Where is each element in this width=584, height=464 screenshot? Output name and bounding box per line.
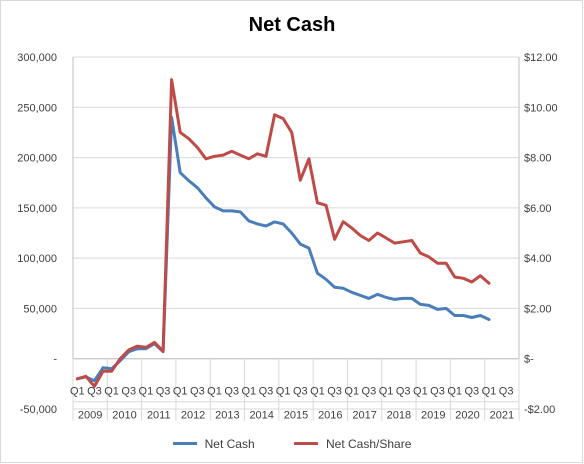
year-tick-label: 2011 (147, 410, 171, 422)
left-tick-label: 50,000 (23, 303, 57, 315)
right-tick-label: -$2.00 (524, 404, 555, 416)
legend-label-net-cash: Net Cash (204, 436, 255, 451)
right-tick-label: $2.00 (524, 303, 552, 315)
year-tick-label: 2016 (318, 410, 342, 422)
quarter-tick-label: Q3 (190, 386, 205, 398)
legend: Net Cash Net Cash/Share (0, 434, 584, 451)
quarter-tick-label: Q1 (447, 386, 462, 398)
year-tick-label: 2013 (215, 410, 239, 422)
right-axis: -$2.00 $- $2.00 $4.00 $6.00 $8.00 $10.00 $12.00 (518, 52, 558, 416)
left-tick-label: 300,000 (17, 52, 57, 64)
legend-swatch-net-cash (172, 442, 197, 445)
left-tick-label: 250,000 (17, 102, 57, 114)
series-line-net-cash-per-share (75, 78, 491, 388)
year-tick-label: 2017 (352, 410, 376, 422)
year-tick-label: 2010 (112, 410, 136, 422)
quarter-tick-label: Q3 (293, 386, 308, 398)
year-tick-label: 2015 (284, 410, 308, 422)
gridlines (73, 56, 519, 410)
right-tick-label: $8.00 (524, 153, 552, 165)
quarter-tick-label: Q1 (413, 386, 428, 398)
quarter-tick-label: Q1 (241, 386, 256, 398)
legend-item-net-cash: Net Cash (172, 436, 255, 451)
legend-label-net-cash-per-share: Net Cash/Share (325, 436, 412, 451)
year-tick-label: 2020 (455, 410, 479, 422)
quarter-tick-label: Q3 (224, 386, 239, 398)
quarter-tick-label: Q3 (121, 386, 136, 398)
quarter-tick-label: Q1 (482, 386, 497, 398)
year-tick-label: 2012 (181, 410, 205, 422)
quarter-tick-label: Q3 (259, 386, 274, 398)
quarter-tick-label: Q3 (87, 386, 102, 398)
left-tick-label: - (53, 354, 57, 366)
quarter-tick-label: Q1 (207, 386, 222, 398)
quarter-tick-label: Q1 (276, 386, 291, 398)
quarter-tick-label: Q3 (430, 386, 445, 398)
left-tick-label: 100,000 (17, 253, 57, 265)
year-tick-label: 2014 (249, 410, 273, 422)
quarter-tick-label: Q1 (310, 386, 325, 398)
quarter-tick-label: Q1 (173, 386, 188, 398)
quarter-tick-label: Q3 (499, 386, 514, 398)
quarter-tick-label: Q1 (344, 386, 359, 398)
quarter-tick-label: Q1 (139, 386, 154, 398)
quarter-tick-label: Q3 (156, 386, 171, 398)
chart-title: Net Cash (248, 14, 336, 36)
legend-swatch-net-cash-per-share (293, 442, 318, 445)
left-tick-label: 150,000 (17, 203, 57, 215)
quarter-tick-label: Q3 (327, 386, 342, 398)
series-line-net-cash (75, 115, 491, 383)
series-lines (75, 78, 491, 388)
quarter-tick-label: Q3 (396, 386, 411, 398)
right-tick-label: $12.00 (524, 52, 558, 64)
quarter-tick-label: Q1 (70, 386, 85, 398)
right-tick-label: $- (524, 354, 534, 366)
quarter-tick-label: Q1 (104, 386, 119, 398)
legend-item-net-cash-per-share: Net Cash/Share (293, 436, 412, 451)
year-tick-label: 2018 (387, 410, 411, 422)
left-tick-label: -50,000 (20, 404, 57, 416)
left-axis: -50,000-50,000100,000150,000200,000250,0… (17, 52, 74, 416)
year-tick-label: 2019 (421, 410, 445, 422)
right-tick-label: $4.00 (524, 253, 552, 265)
right-tick-label: $10.00 (524, 102, 558, 114)
year-tick-label: 2021 (490, 410, 514, 422)
left-tick-label: 200,000 (17, 153, 57, 165)
year-tick-label: 2009 (78, 410, 102, 422)
quarter-tick-label: Q1 (379, 386, 394, 398)
quarter-tick-label: Q3 (362, 386, 377, 398)
right-tick-label: $6.00 (524, 203, 552, 215)
quarter-tick-label: Q3 (464, 386, 479, 398)
